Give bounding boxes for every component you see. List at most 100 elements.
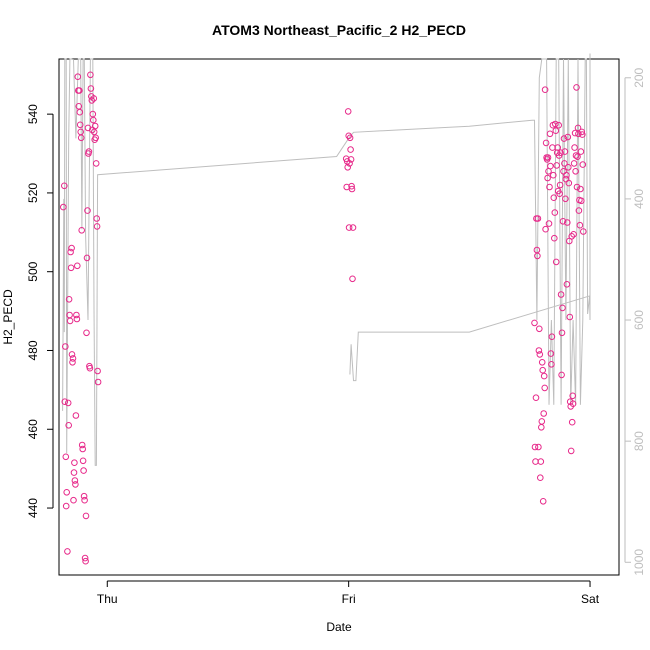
- data-point: [567, 447, 575, 455]
- data-point: [72, 481, 79, 488]
- data-point: [574, 153, 581, 160]
- data-point: [557, 291, 565, 298]
- data-point: [60, 203, 67, 211]
- data-point: [68, 244, 75, 252]
- data-point: [85, 148, 93, 155]
- x-tick-label: Fri: [342, 592, 356, 606]
- data-point: [88, 97, 96, 104]
- data-point: [575, 207, 583, 214]
- data-point: [561, 160, 568, 167]
- data-point: [535, 443, 542, 451]
- data-point: [63, 489, 70, 496]
- data-point: [349, 275, 356, 283]
- data-point: [556, 190, 563, 197]
- data-point: [535, 347, 543, 354]
- data-point: [538, 424, 545, 431]
- data-point: [70, 469, 78, 476]
- data-point: [82, 557, 89, 565]
- data-point: [569, 400, 577, 408]
- data-point: [573, 183, 581, 191]
- data-point: [86, 364, 94, 372]
- overlay-lines: [62, 53, 591, 466]
- data-point: [571, 129, 579, 137]
- data-point: [569, 392, 577, 400]
- secondary-y-axis: 200 400 600 800 1000: [624, 67, 646, 576]
- data-point: [74, 73, 82, 80]
- data-point: [568, 233, 576, 240]
- data-point: [578, 197, 585, 205]
- data-point: [577, 185, 584, 193]
- data-point: [84, 207, 91, 214]
- data-point: [560, 168, 567, 175]
- data-point: [575, 130, 582, 138]
- data-point: [570, 231, 577, 238]
- y-axis-label: H2_PECD: [1, 289, 15, 345]
- y-axis: 440 460 480 500 520 540: [26, 104, 54, 518]
- data-point: [578, 128, 586, 136]
- data-point: [76, 108, 84, 116]
- data-point: [559, 304, 566, 312]
- data-point: [553, 162, 561, 169]
- data-point: [547, 162, 554, 170]
- data-point: [347, 156, 355, 163]
- data-point: [69, 359, 76, 366]
- data-point: [91, 122, 99, 130]
- data-point: [560, 135, 568, 142]
- data-point: [67, 264, 75, 272]
- data-point: [579, 161, 587, 168]
- data-point: [537, 458, 545, 465]
- data-point: [73, 315, 81, 323]
- data-point: [67, 248, 74, 256]
- x-tick-label: Thu: [97, 592, 118, 606]
- data-point: [92, 134, 99, 142]
- data-point: [76, 87, 83, 94]
- data-point: [61, 398, 69, 406]
- data-point: [87, 85, 95, 92]
- data-point: [539, 366, 547, 374]
- data-point: [92, 160, 100, 167]
- data-point: [540, 372, 548, 380]
- data-point: [571, 144, 578, 151]
- data-point: [81, 554, 89, 562]
- data-point: [536, 351, 544, 358]
- data-point: [539, 498, 547, 505]
- data-point: [552, 258, 560, 266]
- data-point: [83, 254, 91, 262]
- data-point: [80, 492, 88, 500]
- data-point: [534, 215, 542, 222]
- data-point: [541, 384, 549, 392]
- data-point: [549, 144, 556, 151]
- data-point: [537, 474, 544, 482]
- data-point: [346, 160, 353, 167]
- data-point: [558, 329, 566, 337]
- data-point: [554, 144, 562, 151]
- data-point: [579, 131, 586, 138]
- y-tick-label: 500: [26, 261, 40, 281]
- overlay-line: [349, 295, 591, 382]
- data-point: [545, 220, 553, 227]
- data-point: [573, 84, 580, 91]
- data-point: [62, 453, 70, 461]
- scatter-points: [60, 71, 587, 565]
- data-point: [555, 121, 563, 129]
- data-point: [542, 139, 550, 147]
- data-point: [344, 164, 352, 171]
- data-point: [66, 317, 74, 325]
- x-axis: Thu Fri Sat: [97, 580, 600, 606]
- data-point: [81, 496, 88, 504]
- secondary-y-tick-label: 400: [632, 189, 646, 209]
- data-point: [349, 224, 357, 231]
- data-point: [80, 467, 87, 474]
- data-point: [65, 296, 73, 303]
- data-point: [565, 164, 572, 171]
- data-point: [62, 343, 69, 350]
- data-point: [78, 441, 86, 449]
- data-point: [531, 319, 538, 327]
- overlay-line: [62, 53, 591, 466]
- data-point: [64, 548, 71, 555]
- data-point: [548, 361, 555, 368]
- data-point: [550, 171, 557, 179]
- data-point: [577, 148, 585, 155]
- data-point: [563, 171, 570, 179]
